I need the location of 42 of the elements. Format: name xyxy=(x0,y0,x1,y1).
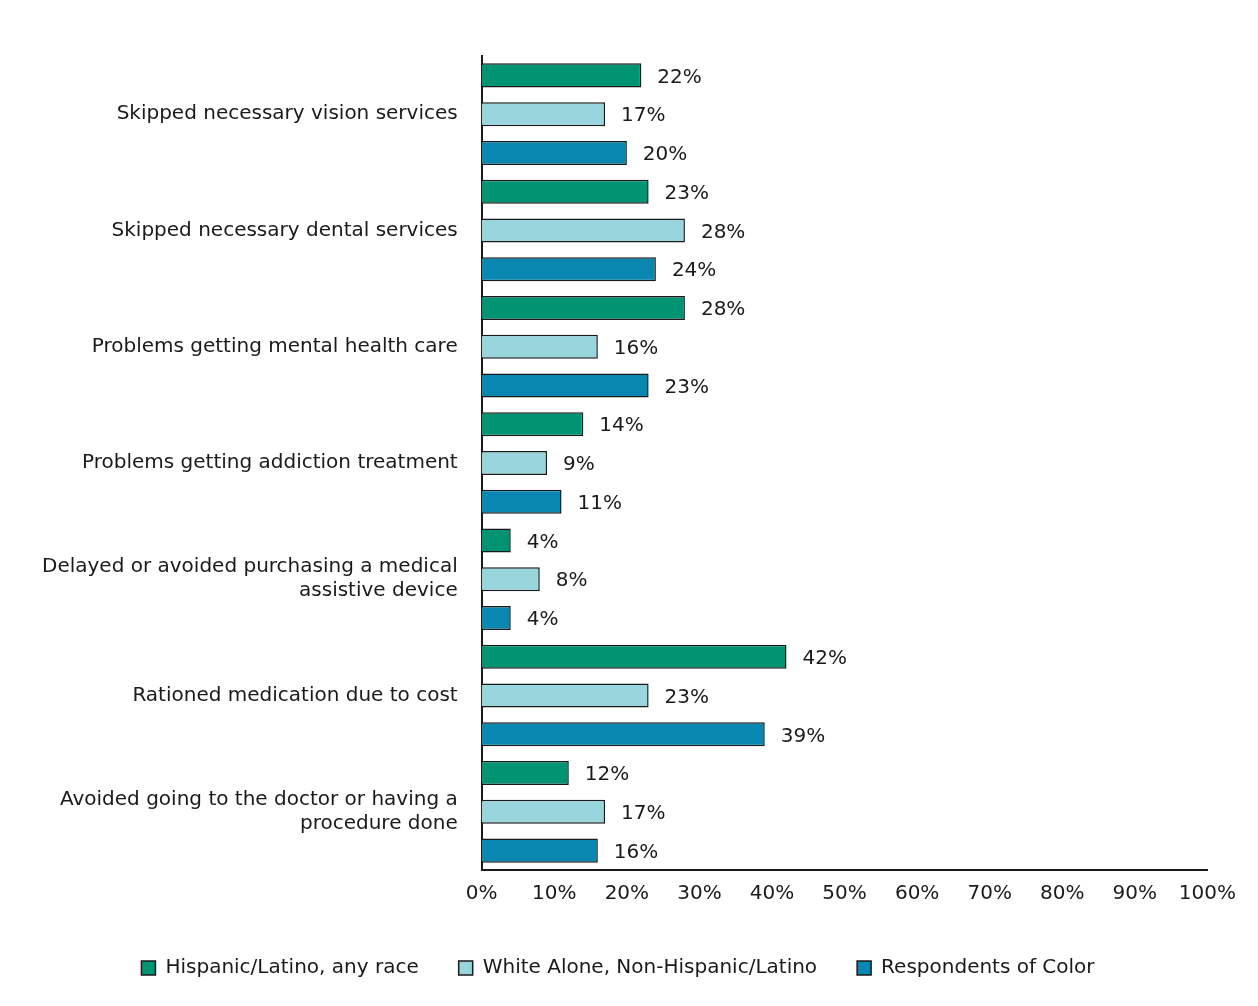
data-label: 4% xyxy=(526,528,559,553)
data-label: 8% xyxy=(555,567,588,592)
y-tick-label: Problems getting addiction treatment xyxy=(81,449,458,474)
y-tick-label: Skipped necessary dental services xyxy=(111,216,458,241)
data-label: 28% xyxy=(700,218,746,243)
x-tick-label: 60% xyxy=(894,880,940,905)
y-tick-label: Rationed medication due to cost xyxy=(132,681,458,706)
data-label: 20% xyxy=(642,141,688,166)
data-label: 24% xyxy=(671,257,717,282)
legend-label: Hispanic/Latino, any race xyxy=(165,954,419,979)
data-label: 23% xyxy=(664,683,710,708)
data-label: 22% xyxy=(657,63,702,88)
x-tick-label: 0% xyxy=(465,880,498,905)
x-tick-label: 70% xyxy=(967,880,1012,905)
y-tick-label: Skipped necessary vision services xyxy=(116,100,458,125)
data-label: 16% xyxy=(613,838,659,863)
legend-label: White Alone, Non-Hispanic/Latino xyxy=(482,954,818,979)
data-label: 42% xyxy=(802,645,847,670)
data-label: 9% xyxy=(563,451,595,476)
y-tick-label: Avoided going to the doctor or having a procedure done xyxy=(59,786,458,835)
data-label: 12% xyxy=(584,761,630,786)
data-label: 23% xyxy=(664,179,710,204)
x-tick-label: 80% xyxy=(1040,880,1085,905)
x-tick-label: 50% xyxy=(822,880,867,905)
y-tick-label: Problems getting mental health care xyxy=(91,332,458,357)
y-tick-label: Delayed or avoided purchasing a medical assistive device xyxy=(41,553,458,602)
data-label: 17% xyxy=(621,102,666,127)
x-tick-label: 30% xyxy=(677,880,722,905)
data-label: 4% xyxy=(526,606,559,631)
data-label: 23% xyxy=(664,373,710,398)
x-tick-label: 10% xyxy=(532,880,577,905)
data-label: 39% xyxy=(780,722,826,747)
data-label: 14% xyxy=(599,412,644,437)
data-label: 11% xyxy=(577,489,622,514)
data-label: 28% xyxy=(700,296,746,321)
legend-label: Respondents of Color xyxy=(881,954,1096,979)
x-tick-label: 20% xyxy=(604,880,650,905)
x-tick-label: 100% xyxy=(1178,880,1236,905)
data-label: 16% xyxy=(613,334,659,359)
data-label: 17% xyxy=(621,800,666,825)
x-tick-label: 90% xyxy=(1112,880,1158,905)
x-tick-label: 40% xyxy=(749,880,795,905)
